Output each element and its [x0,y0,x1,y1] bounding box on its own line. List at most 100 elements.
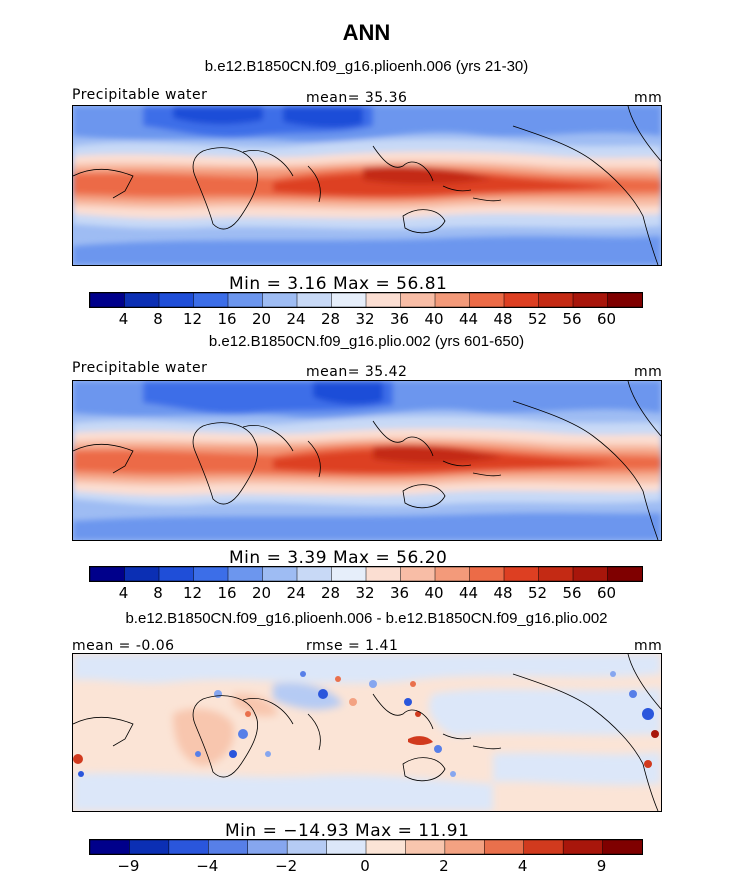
panel-1-colorbar-swatch [90,293,126,307]
panel-3-colorbar-swatch [602,840,642,854]
panel-2-colorbar-tick-label: 52 [527,584,548,602]
panel-1-colorbar-tick-label: 48 [493,310,513,328]
panel-1-colorbar-swatch [331,293,367,307]
panel-1-colorbar-tick-label: 36 [389,310,410,328]
panel-2-colorbar-swatch [469,567,505,581]
panel-3-minmax-label: Min = −14.93 Max = 11.91 [225,821,470,841]
panel-2-colorbar-tick-label: 44 [458,584,479,602]
panel-1-colorbar-swatch [365,293,402,307]
panel-1-mean-label: mean= 35.36 [306,90,408,106]
panel-2-minmax-label: Min = 3.39 Max = 56.20 [229,548,448,568]
panel-2-variable-label: Precipitable water [72,360,208,376]
panel-2-colorbar-swatch [538,567,574,581]
panel-2-colorbar-swatch [158,567,195,581]
panel-3-colorbar-swatch [562,840,604,854]
panel-2-colorbar-tick-label: 36 [389,584,410,602]
panel-3-colorbar-swatch [286,840,328,854]
panel-2-colorbar-tick-label: 4 [118,584,129,602]
panel-1-colorbar-swatch [158,293,195,307]
panel-2-colorbar-swatch [503,567,540,581]
panel-3-subtitle: b.e12.B1850CN.f09_g16.plioenh.006 - b.e1… [125,610,608,627]
panel-2-colorbar-tick-label: 20 [251,584,272,602]
panel-3-colorbar-swatch [405,840,446,854]
panel-2-colorbar-swatch [193,567,229,581]
panel-3-colorbar-tick-label: 0 [360,857,370,875]
panel-2-colorbar-swatch [227,567,264,581]
panel-3-colorbar-swatch [247,840,288,854]
panel-1-colorbar-swatch [262,293,298,307]
panel-2-colorbar-tick-label: 28 [320,584,341,602]
panel-2-colorbar-swatch [262,567,298,581]
panel-3-colorbar-tick-label: 9 [596,857,607,875]
panel-2-colorbar-tick-label: 16 [217,584,237,602]
panel-3-colorbar-tick-label: 2 [439,857,449,875]
panel-2-colorbar [89,566,643,582]
panel-3-colorbar-tick-label: −2 [275,857,298,875]
panel-3-colorbar-swatch [168,840,210,854]
panel-1-colorbar-swatch [503,293,540,307]
figure-title: ANN [342,20,391,45]
panel-3-colorbar-swatch [365,840,407,854]
panel-1-colorbar [89,292,643,308]
panel-1-colorbar-swatch [607,293,642,307]
panel-1-colorbar-tick-label: 12 [182,310,203,328]
panel-3-colorbar-tick-label: 4 [517,857,528,875]
panel-3-colorbar-ticks: −9 −4 −2 0 2 4 9 [89,857,641,875]
panel-2-colorbar-tick-label: 48 [493,584,513,602]
panel-1-colorbar-swatch [469,293,505,307]
panel-2-units-label: mm [634,364,663,380]
panel-2-colorbar-swatch [400,567,436,581]
panel-2-colorbar-tick-label: 8 [153,584,163,602]
panel-2-colorbar-tick-label: 40 [424,584,444,602]
panel-3-colorbar-swatch [484,840,525,854]
panel-1-variable-label: Precipitable water [72,87,208,103]
panel-3-colorbar-swatch [523,840,564,854]
panel-1-colorbar-ticks: 4 8 12 16 20 24 28 32 36 40 44 48 52 56 60 [89,310,641,328]
panel-1-colorbar-tick-label: 40 [424,310,444,328]
panel-1-colorbar-swatch [296,293,333,307]
panel-2-map [72,380,662,541]
panel-1-colorbar-tick-label: 4 [118,310,129,328]
panel-3-colorbar-tick-label: −4 [196,857,219,875]
panel-2-colorbar-swatch [124,567,160,581]
panel-2-colorbar-tick-label: 24 [286,584,306,602]
panel-1-colorbar-tick-label: 16 [217,310,237,328]
panel-1-map [72,105,662,266]
panel-3-colorbar-swatch [129,840,170,854]
panel-2-colorbar-tick-label: 60 [596,584,617,602]
panel-1-colorbar-swatch [400,293,436,307]
panel-2-colorbar-swatch [90,567,126,581]
panel-1-subtitle: b.e12.B1850CN.f09_g16.plioenh.006 (yrs 2… [204,58,529,75]
panel-1-colorbar-swatch [434,293,471,307]
panel-2-colorbar-swatch [365,567,402,581]
panel-1-colorbar-tick-label: 24 [286,310,306,328]
panel-1-colorbar-tick-label: 28 [320,310,341,328]
panel-2-colorbar-swatch [434,567,471,581]
panel-3-colorbar-swatch [208,840,249,854]
panel-2-subtitle: b.e12.B1850CN.f09_g16.plio.002 (yrs 601-… [208,333,525,350]
panel-1-colorbar-tick-label: 56 [562,310,582,328]
panel-1-minmax-label: Min = 3.16 Max = 56.81 [229,274,448,294]
panel-2-colorbar-swatch [296,567,333,581]
panel-1-colorbar-swatch [538,293,574,307]
panel-3-colorbar-tick-label: −9 [117,857,140,875]
panel-2-mean-label: mean= 35.42 [306,364,408,380]
panel-1-colorbar-swatch [124,293,160,307]
panel-3-mean-label: mean = -0.06 [72,638,175,654]
panel-2-colorbar-swatch [572,567,609,581]
panel-1-colorbar-swatch [572,293,609,307]
panel-1-colorbar-tick-label: 44 [458,310,479,328]
panel-3-colorbar-swatch [90,840,131,854]
panel-2-colorbar-swatch [607,567,642,581]
panel-2-colorbar-tick-label: 12 [182,584,203,602]
panel-1-colorbar-swatch [227,293,264,307]
panel-3-colorbar [89,839,643,855]
panel-3-colorbar-swatch [444,840,486,854]
panel-1-colorbar-tick-label: 60 [596,310,617,328]
panel-2-colorbar-tick-label: 32 [355,584,375,602]
panel-3-map [72,653,662,812]
panel-3-colorbar-swatch [326,840,367,854]
panel-1-colorbar-tick-label: 52 [527,310,548,328]
panel-2-colorbar-tick-label: 56 [562,584,582,602]
panel-2-colorbar-swatch [331,567,367,581]
